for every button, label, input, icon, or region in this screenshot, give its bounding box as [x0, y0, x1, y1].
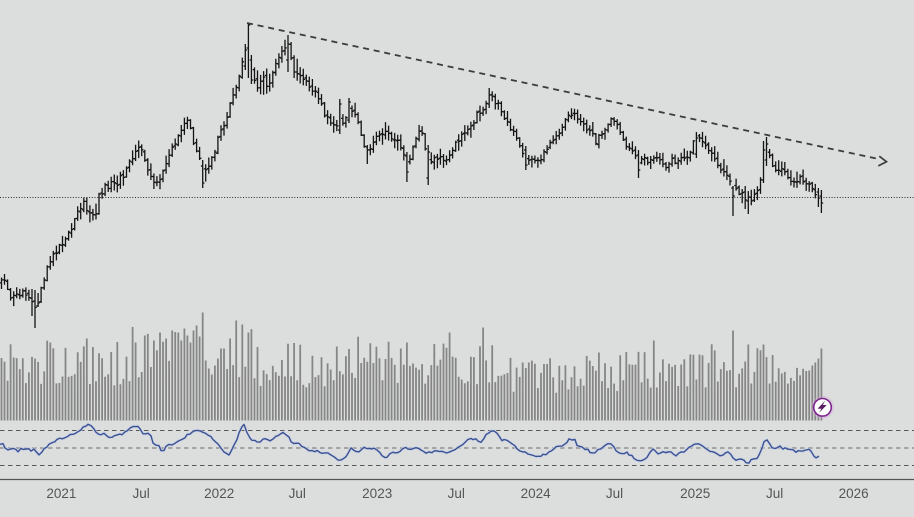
- svg-text:2025: 2025: [680, 486, 710, 501]
- svg-text:Jul: Jul: [606, 486, 623, 501]
- svg-text:2021: 2021: [46, 486, 76, 501]
- svg-text:2022: 2022: [204, 486, 234, 501]
- svg-text:2023: 2023: [362, 486, 392, 501]
- svg-text:Jul: Jul: [289, 486, 306, 501]
- svg-text:Jul: Jul: [766, 486, 783, 501]
- svg-text:2026: 2026: [839, 486, 869, 501]
- svg-text:Jul: Jul: [448, 486, 465, 501]
- svg-text:Jul: Jul: [132, 486, 149, 501]
- svg-text:2024: 2024: [521, 486, 552, 501]
